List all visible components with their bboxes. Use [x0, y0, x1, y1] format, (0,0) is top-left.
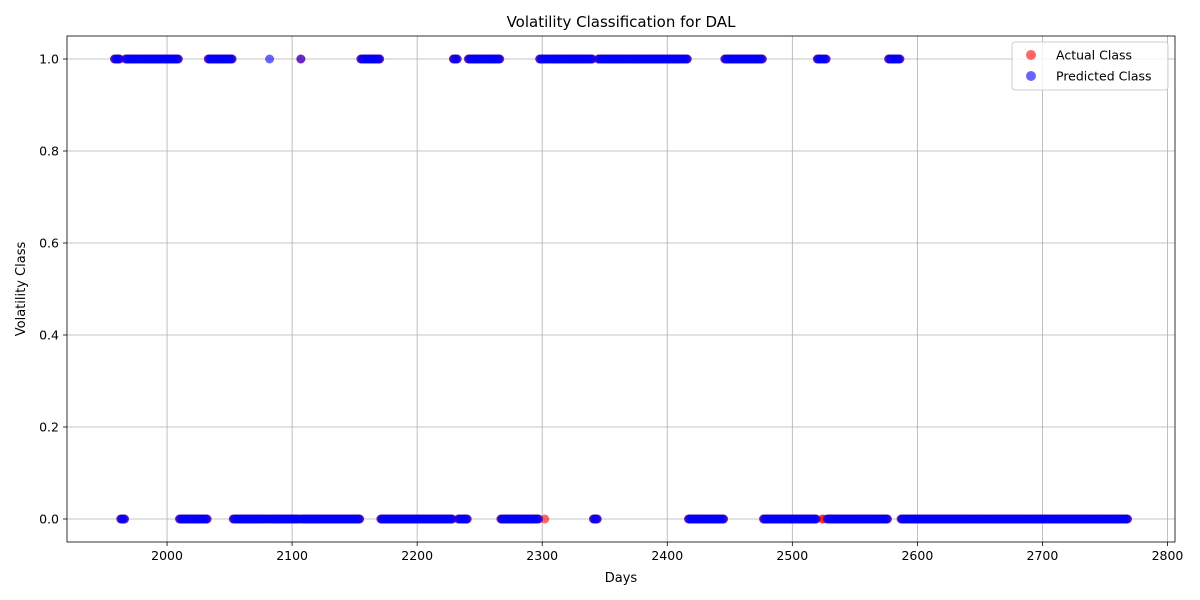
data-point: [495, 54, 505, 64]
data-point: [120, 514, 130, 524]
y-tick-label: 1.0: [39, 52, 59, 67]
data-point: [811, 514, 821, 524]
x-tick-label: 2400: [651, 548, 683, 563]
data-point: [719, 514, 729, 524]
x-axis-label: Days: [605, 571, 638, 586]
series-predicted-class: [110, 54, 1132, 524]
plot-frame: [66, 35, 1176, 543]
x-tick-label: 2800: [1152, 548, 1184, 563]
legend-marker-predicted: [1026, 71, 1036, 81]
data-point: [115, 54, 125, 64]
data-point: [757, 54, 767, 64]
x-tick-label: 2100: [276, 548, 308, 563]
data-point: [265, 54, 275, 64]
x-tick-label: 2000: [151, 548, 183, 563]
data-point: [355, 514, 365, 524]
x-tick-label: 2300: [526, 548, 558, 563]
data-points: [110, 54, 1132, 524]
data-point: [882, 514, 892, 524]
y-tick-label: 0.0: [39, 512, 59, 527]
data-point: [682, 54, 692, 64]
data-point: [202, 514, 212, 524]
x-tick-label: 2200: [401, 548, 433, 563]
data-point: [462, 514, 472, 524]
x-axis-ticks: 2000 2100 2200 2300 2400 2500 2600 2700 2800: [151, 542, 1183, 563]
data-point: [452, 54, 462, 64]
data-point: [533, 514, 543, 524]
y-tick-label: 0.8: [39, 144, 59, 159]
data-point: [173, 54, 183, 64]
legend: Actual Class Predicted Class: [1011, 41, 1169, 91]
y-axis-ticks: 0.0 0.2 0.4 0.6 0.8 1.0: [39, 52, 67, 527]
y-axis-label: Volatility Class: [14, 242, 29, 337]
y-tick-label: 0.2: [39, 420, 59, 435]
y-tick-label: 0.4: [39, 328, 59, 343]
legend-box: [1011, 41, 1169, 91]
data-point: [587, 54, 597, 64]
x-tick-label: 2600: [901, 548, 933, 563]
data-point: [540, 514, 550, 524]
legend-label-predicted: Predicted Class: [1056, 69, 1152, 84]
x-tick-label: 2500: [776, 548, 808, 563]
legend-marker-actual: [1026, 50, 1036, 60]
data-point: [296, 54, 306, 64]
data-point: [592, 514, 602, 524]
data-point: [895, 54, 905, 64]
chart-title: Volatility Classification for DAL: [507, 13, 737, 31]
y-tick-label: 0.6: [39, 236, 59, 251]
data-point: [375, 54, 385, 64]
plot-area: [67, 36, 1175, 542]
data-point: [447, 514, 457, 524]
data-point: [227, 54, 237, 64]
data-point: [821, 54, 831, 64]
data-point: [1122, 514, 1132, 524]
legend-label-actual: Actual Class: [1056, 48, 1132, 63]
x-tick-label: 2700: [1027, 548, 1059, 563]
